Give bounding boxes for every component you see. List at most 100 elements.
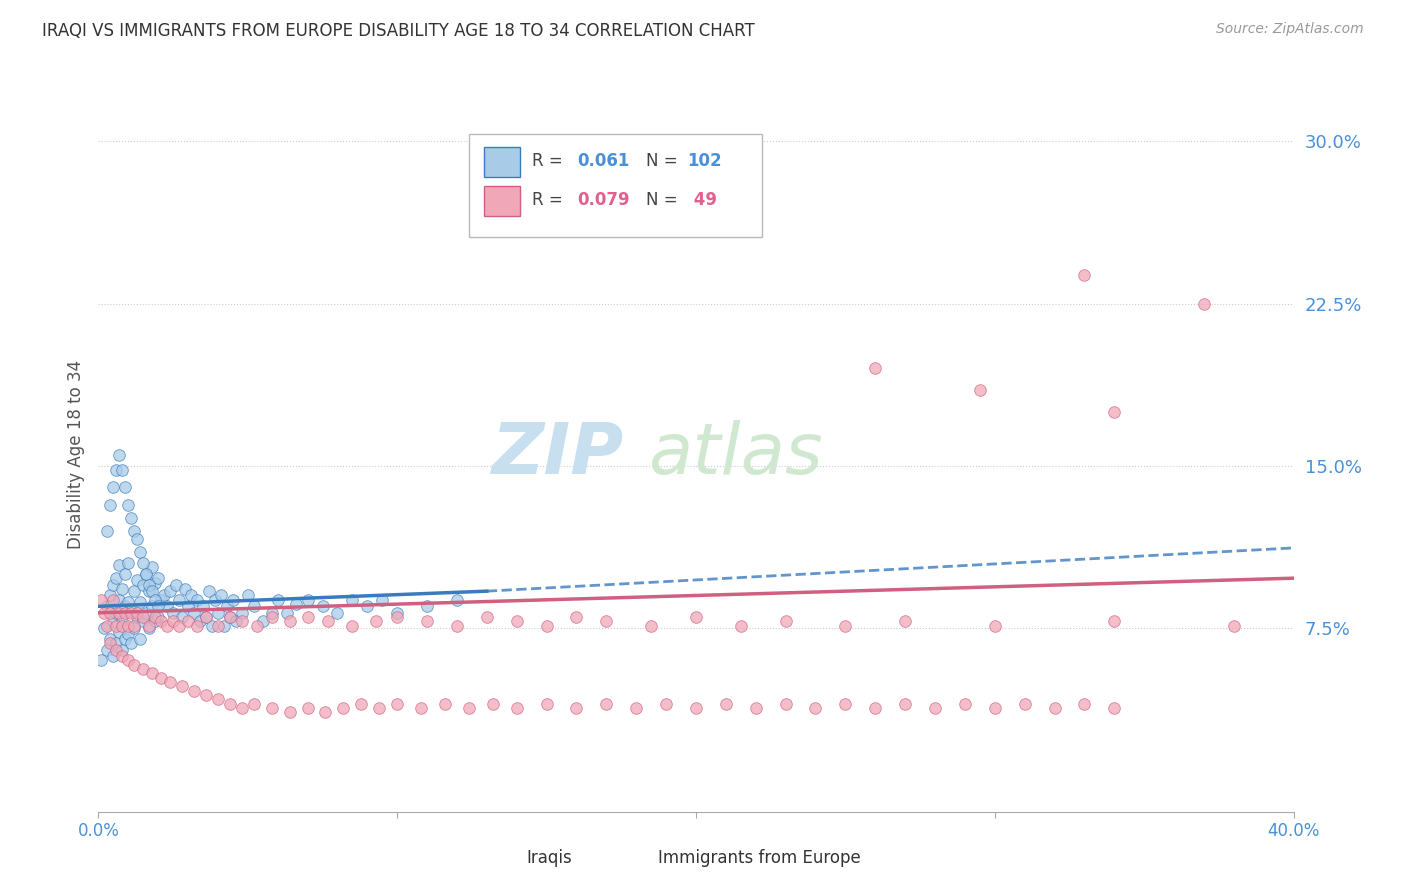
FancyBboxPatch shape: [494, 848, 519, 870]
Point: [183, 606, 205, 620]
Point: [446, 619, 468, 633]
Point: [222, 592, 245, 607]
Point: [186, 592, 208, 607]
Point: [207, 692, 229, 706]
Point: [368, 701, 391, 715]
Point: [129, 632, 152, 646]
Point: [143, 615, 166, 629]
Point: [111, 648, 134, 663]
Point: [93, 621, 115, 635]
Point: [105, 619, 128, 633]
Point: [278, 615, 301, 629]
Point: [326, 606, 349, 620]
Point: [90, 592, 112, 607]
Point: [103, 615, 125, 629]
FancyBboxPatch shape: [624, 848, 651, 870]
Point: [129, 545, 152, 559]
Point: [536, 697, 558, 711]
Point: [117, 627, 139, 641]
Point: [195, 610, 218, 624]
Point: [655, 697, 678, 711]
Point: [416, 615, 439, 629]
Point: [267, 592, 290, 607]
Point: [201, 619, 224, 633]
Point: [536, 619, 558, 633]
Point: [834, 619, 856, 633]
Point: [243, 599, 266, 614]
Text: atlas: atlas: [648, 420, 823, 490]
Point: [103, 480, 125, 494]
Text: Immigrants from Europe: Immigrants from Europe: [658, 849, 860, 867]
Text: 102: 102: [688, 152, 723, 169]
Point: [93, 606, 115, 620]
Point: [204, 592, 226, 607]
Point: [117, 595, 139, 609]
Point: [207, 619, 229, 633]
Point: [148, 571, 170, 585]
Point: [150, 615, 173, 629]
Point: [246, 619, 269, 633]
Point: [127, 606, 149, 620]
Point: [111, 619, 134, 633]
Point: [108, 448, 131, 462]
Text: 0.061: 0.061: [578, 152, 630, 169]
Point: [172, 679, 194, 693]
Point: [1073, 697, 1095, 711]
Point: [385, 606, 409, 620]
Point: [252, 615, 274, 629]
Point: [138, 584, 160, 599]
Point: [108, 592, 131, 607]
Point: [1192, 296, 1215, 310]
Point: [195, 688, 218, 702]
Point: [90, 653, 112, 667]
Point: [953, 697, 976, 711]
Point: [775, 697, 797, 711]
Point: [148, 599, 170, 614]
Point: [685, 701, 707, 715]
Point: [129, 595, 152, 609]
Point: [385, 610, 409, 624]
Text: R =: R =: [533, 152, 562, 169]
Text: R =: R =: [533, 191, 562, 209]
Point: [318, 615, 340, 629]
Point: [894, 697, 917, 711]
Point: [105, 636, 128, 650]
Point: [984, 619, 1007, 633]
Point: [1104, 405, 1126, 419]
Point: [120, 636, 142, 650]
Point: [219, 610, 242, 624]
Point: [475, 610, 498, 624]
Point: [714, 697, 737, 711]
Point: [159, 584, 181, 599]
Point: [276, 606, 298, 620]
Point: [132, 662, 155, 676]
Point: [231, 606, 253, 620]
Point: [1104, 701, 1126, 715]
Point: [117, 498, 139, 512]
Point: [100, 606, 122, 620]
Point: [1223, 619, 1246, 633]
Point: [207, 606, 229, 620]
Point: [114, 599, 136, 614]
Point: [595, 697, 617, 711]
Point: [159, 675, 181, 690]
Point: [177, 599, 200, 614]
Point: [284, 597, 307, 611]
Point: [315, 705, 337, 719]
Point: [174, 582, 197, 596]
Point: [127, 574, 149, 588]
Point: [127, 610, 149, 624]
Point: [111, 582, 134, 596]
Point: [385, 697, 409, 711]
Point: [153, 589, 176, 603]
Text: 0.079: 0.079: [578, 191, 630, 209]
Point: [745, 701, 768, 715]
Point: [120, 510, 142, 524]
Point: [180, 589, 202, 603]
Point: [219, 697, 242, 711]
Point: [132, 610, 155, 624]
Point: [103, 648, 125, 663]
Point: [969, 383, 991, 397]
Point: [565, 701, 588, 715]
Point: [117, 556, 139, 570]
